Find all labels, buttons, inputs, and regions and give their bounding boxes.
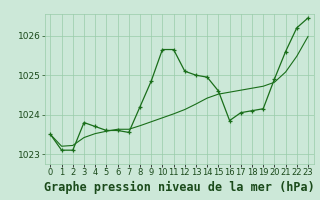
X-axis label: Graphe pression niveau de la mer (hPa): Graphe pression niveau de la mer (hPa) — [44, 181, 315, 194]
